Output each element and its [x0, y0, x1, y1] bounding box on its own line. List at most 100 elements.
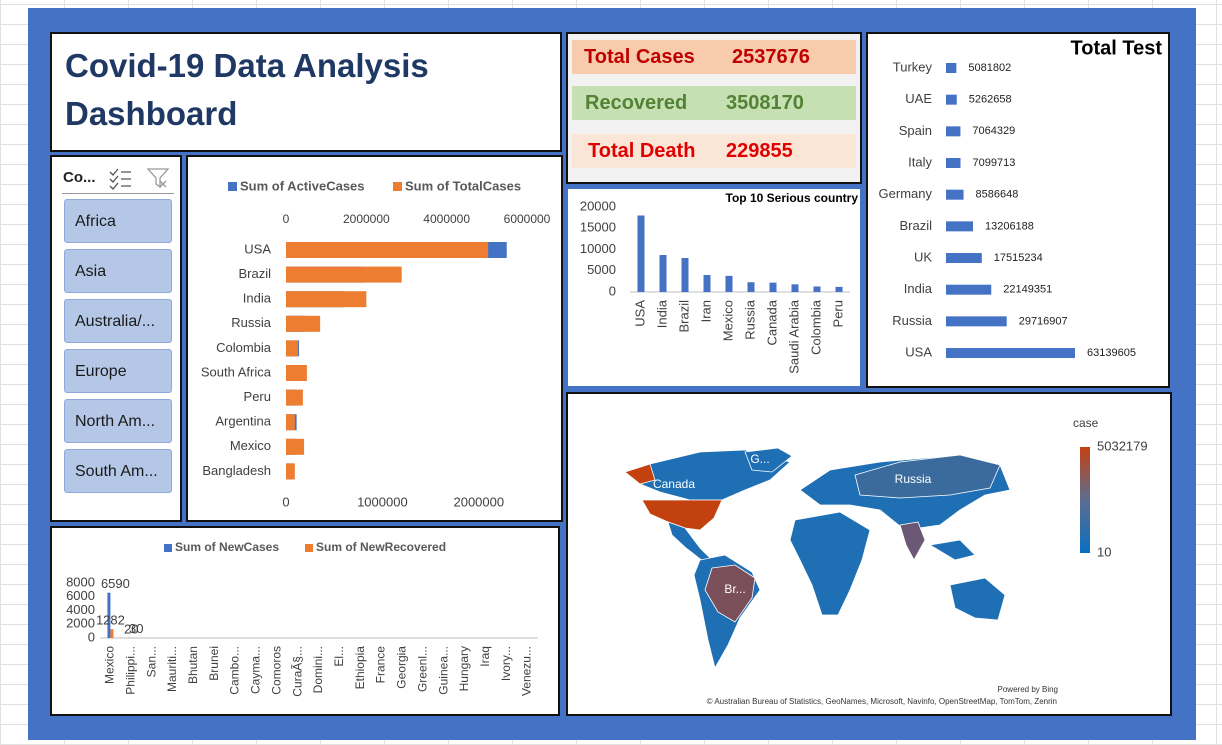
data-label: 1282: [96, 613, 125, 628]
kpi-row: Total Cases 2537676: [572, 40, 856, 74]
bar: [946, 221, 973, 232]
map-label: Canada: [653, 477, 695, 491]
bar: [286, 389, 303, 406]
category-label: UAE: [905, 91, 932, 106]
bar: [286, 414, 295, 431]
dashboard-title: Covid-19 Data Analysis Dashboard: [65, 47, 429, 132]
bar: [791, 284, 799, 292]
bar: [107, 592, 111, 638]
bar: [946, 348, 1075, 359]
y-tick-label: 20000: [580, 198, 616, 213]
legend-min: 10: [1097, 544, 1111, 559]
x-tick-label: Comoros: [269, 646, 283, 695]
kpi-value: 229855: [726, 140, 793, 162]
x-tick-label: Cayma...: [249, 646, 263, 694]
x-tick-label: Canada: [764, 299, 779, 345]
bar: [946, 158, 961, 169]
x2-tick-label: 2000000: [343, 212, 390, 226]
category-label: South Africa: [201, 364, 272, 379]
bar: [946, 94, 957, 105]
x-tick-label: USA: [632, 300, 647, 327]
x-tick-label: Brazil: [676, 300, 691, 333]
clear-filter-icon[interactable]: [146, 168, 170, 189]
slicer-icons: [109, 168, 170, 190]
x-tick-label: Georgia: [395, 646, 409, 689]
bar: [637, 215, 645, 292]
category-label: Brazil: [238, 266, 271, 281]
data-label: 6590: [101, 576, 130, 591]
kpi-value: 2537676: [732, 46, 810, 68]
bar: [813, 286, 821, 292]
x-tick-label: 2000000: [453, 494, 504, 509]
bar: [286, 438, 305, 455]
x-tick-label: Saudi Arabia: [786, 299, 801, 373]
y-tick-label: 2000: [66, 616, 95, 631]
y-tick-label: 4000: [66, 602, 95, 617]
kpi-panel: Total Cases 2537676 Recovered 3508170 Tota…: [566, 32, 862, 184]
x-tick-label: Mexico: [103, 646, 117, 684]
data-label: 30: [129, 621, 143, 636]
slicer-title: Co...: [63, 169, 96, 186]
x-tick-label: Mexico: [720, 300, 735, 341]
bar: [286, 291, 367, 308]
category-label: Turkey: [893, 59, 933, 74]
slicer-button[interactable]: Europe: [64, 349, 172, 393]
category-label: USA: [905, 344, 932, 359]
bar: [946, 126, 961, 137]
x2-tick-label: 4000000: [423, 212, 470, 226]
legend-swatch: [164, 544, 172, 552]
bar: [946, 284, 992, 295]
category-label: Russia: [231, 315, 272, 330]
kpi-label: Recovered: [585, 92, 688, 114]
multi-select-icon[interactable]: [109, 168, 131, 190]
data-label: 22149351: [1003, 284, 1052, 296]
new-cases-panel: [50, 526, 560, 716]
category-label: Mexico: [230, 438, 271, 453]
world-map: [624, 447, 1011, 670]
map-region: [744, 447, 793, 473]
x-tick-label: Guinea...: [436, 646, 450, 695]
map-region: [854, 454, 1001, 499]
x-tick-label: Brunei: [207, 646, 221, 681]
bar: [835, 286, 843, 292]
category-label: UK: [914, 249, 932, 264]
x-tick-label: India: [654, 299, 669, 328]
x2-tick-label: 0: [283, 212, 290, 226]
kpi-value: 3508170: [726, 92, 804, 114]
slicer-button[interactable]: North Am...: [64, 399, 172, 443]
x-tick-label: Greenl...: [415, 646, 429, 692]
slicer-button[interactable]: South Am...: [64, 449, 172, 493]
category-label: India: [243, 291, 272, 306]
x-tick-label: Ethiopia: [353, 646, 367, 690]
map-region: [789, 511, 871, 616]
slicer-button[interactable]: Australia/...: [64, 299, 172, 343]
x-tick-label: 1000000: [357, 494, 408, 509]
bar: [286, 365, 307, 381]
y-tick-label: 0: [609, 283, 616, 298]
bar: [747, 282, 755, 292]
legend-max: 5032179: [1097, 438, 1148, 453]
bar: [659, 255, 667, 292]
bar: [946, 253, 982, 264]
x-tick-label: Domini...: [311, 646, 325, 693]
category-label: Bangladesh: [202, 463, 271, 478]
bar: [725, 275, 733, 292]
map-region: [899, 521, 926, 561]
slicer-button[interactable]: Africa: [64, 199, 172, 243]
title-panel: Covid-19 Data Analysis Dashboard: [50, 32, 562, 152]
map-panel: [566, 392, 1172, 716]
category-label: Germany: [879, 186, 933, 201]
kpi-label: Total Cases: [584, 46, 695, 68]
data-label: 20: [124, 621, 138, 636]
category-label: India: [904, 281, 933, 296]
x-tick-label: Ivory...: [499, 646, 513, 681]
map-label: G...: [750, 452, 769, 466]
category-label: Brazil: [899, 218, 932, 233]
slicer-button[interactable]: Asia: [64, 249, 172, 293]
category-label: Italy: [908, 154, 932, 169]
bar: [286, 242, 489, 258]
chart-title: Top 10 Serious country: [726, 191, 859, 205]
x-tick-label: 0: [282, 494, 289, 509]
legend-label: Sum of TotalCases: [405, 178, 521, 193]
map-attribution: © Australian Bureau of Statistics, GeoNa…: [707, 697, 1057, 706]
